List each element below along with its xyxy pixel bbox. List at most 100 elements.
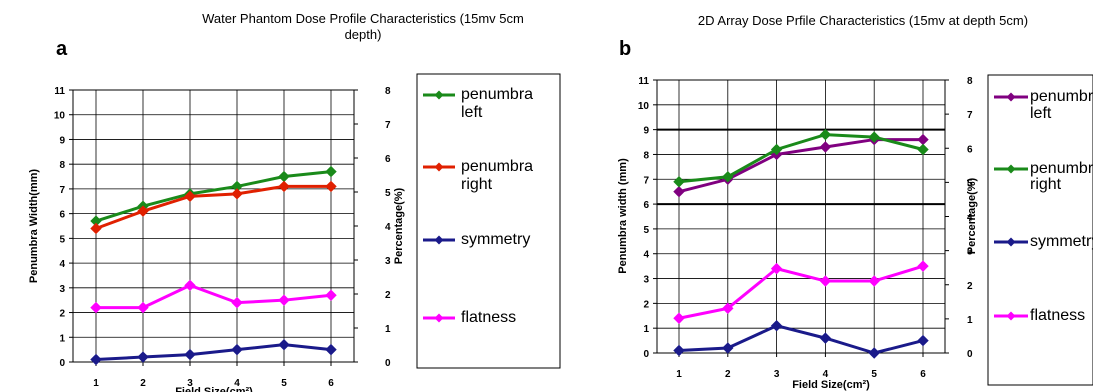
y-axis-left-label: Penumbra Width(mm): [28, 169, 40, 284]
legend-entry-label: penumbra: [1030, 88, 1093, 105]
right-tick-label: 5: [385, 188, 391, 199]
series-line: [96, 283, 332, 310]
data-point: [722, 302, 734, 315]
series-line: [95, 170, 332, 223]
right-tick-label: 2: [385, 290, 391, 301]
data-point: [184, 279, 196, 292]
right-tick-label: 0: [385, 358, 391, 369]
left-tick-label: 6: [643, 200, 649, 211]
legend-swatch-marker: [434, 235, 444, 245]
chart-title-line: 2D Array Dose Prfile Characteristics (15…: [698, 13, 1028, 28]
legend-entry-label: symmetry: [461, 231, 530, 248]
x-tick-label: 2: [140, 378, 146, 389]
right-tick-label: 5: [967, 178, 973, 189]
chart-title-line: depth): [345, 27, 382, 42]
left-tick-label: 5: [643, 225, 649, 236]
series-line: [678, 133, 924, 184]
x-axis-label: Field Size(cm²): [792, 379, 870, 391]
right-tick-label: 6: [385, 154, 391, 165]
left-tick-label: 11: [638, 76, 649, 87]
x-tick-label: 6: [920, 369, 926, 380]
left-tick-label: 9: [643, 126, 649, 137]
legend-entry-label: right: [1030, 176, 1062, 193]
chart-title-line: Water Phantom Dose Profile Characteristi…: [202, 11, 524, 26]
left-tick-label: 11: [54, 86, 65, 97]
data-point: [722, 342, 734, 354]
legend-swatch-marker: [434, 162, 444, 172]
x-tick-label: 1: [93, 378, 99, 389]
x-tick-label: 2: [725, 369, 731, 380]
x-tick-label: 6: [328, 378, 334, 389]
data-point: [325, 343, 337, 356]
legend-entry-label: penumbra: [1030, 160, 1093, 177]
series-line: [95, 184, 331, 230]
left-tick-label: 8: [59, 160, 65, 171]
legend-entry-label: flatness: [1030, 307, 1085, 324]
data-point: [325, 165, 337, 178]
data-point: [868, 131, 880, 143]
legend-swatch-marker: [1006, 164, 1016, 174]
legend-entry-label: left: [1030, 105, 1052, 122]
data-point: [137, 351, 149, 363]
x-tick-label: 4: [234, 378, 240, 389]
right-tick-label: 1: [967, 315, 973, 326]
legend-swatch-marker: [434, 90, 444, 100]
data-point: [231, 343, 243, 356]
data-point: [819, 128, 832, 141]
left-tick-label: 4: [59, 259, 65, 270]
x-axis-label: Field Size(cm²): [175, 386, 253, 392]
data-point: [184, 348, 196, 361]
right-tick-label: 3: [385, 256, 391, 267]
data-point: [770, 319, 783, 332]
y-axis-right-label: Percentage(%): [966, 177, 978, 254]
data-point: [184, 190, 196, 203]
left-tick-label: 5: [59, 234, 65, 245]
series-line: [678, 324, 924, 355]
right-tick-label: 3: [967, 247, 973, 258]
right-tick-label: 2: [967, 281, 973, 292]
x-tick-label: 4: [823, 369, 829, 380]
data-point: [90, 301, 102, 314]
left-tick-label: 8: [643, 150, 649, 161]
right-tick-label: 0: [967, 349, 973, 360]
left-tick-label: 7: [59, 185, 65, 196]
data-point: [278, 338, 290, 351]
left-tick-label: 0: [59, 358, 65, 369]
panel-letter: a: [56, 38, 68, 60]
data-point: [673, 344, 685, 357]
plot-area: [72, 89, 355, 363]
panel-letter: b: [619, 38, 631, 60]
chart-panel-a: a Water Phantom Dose Profile Characterist…: [28, 11, 561, 392]
left-tick-label: 2: [59, 309, 65, 320]
x-tick-label: 1: [676, 369, 682, 380]
data-point: [278, 294, 290, 306]
left-tick-label: 10: [54, 111, 66, 122]
legend-entry-label: flatness: [461, 309, 516, 326]
legend-entry-label: penumbra: [461, 158, 533, 175]
series-line: [678, 264, 924, 320]
right-tick-label: 4: [967, 213, 973, 224]
y-axis-left-label: Penumbra width (mm): [617, 158, 629, 274]
data-point: [325, 289, 337, 301]
data-point: [673, 185, 685, 198]
legend-entry-label: penumbra: [461, 86, 533, 103]
right-tick-label: 8: [967, 76, 973, 87]
left-tick-label: 1: [59, 333, 65, 344]
data-point: [917, 260, 929, 272]
data-point: [819, 275, 832, 287]
chart-panel-b: b 2D Array Dose Prfile Characteristics (1…: [617, 13, 1093, 391]
left-tick-label: 0: [643, 349, 649, 360]
right-tick-label: 4: [385, 222, 391, 233]
data-point: [673, 176, 685, 188]
data-point: [231, 188, 243, 200]
data-point: [278, 180, 290, 193]
data-point: [673, 312, 685, 324]
data-point: [231, 296, 243, 309]
left-tick-label: 3: [59, 284, 65, 295]
right-tick-label: 1: [385, 324, 391, 335]
data-point: [770, 143, 783, 156]
data-point: [137, 205, 149, 217]
left-tick-label: 1: [643, 324, 649, 335]
data-point: [819, 332, 832, 344]
